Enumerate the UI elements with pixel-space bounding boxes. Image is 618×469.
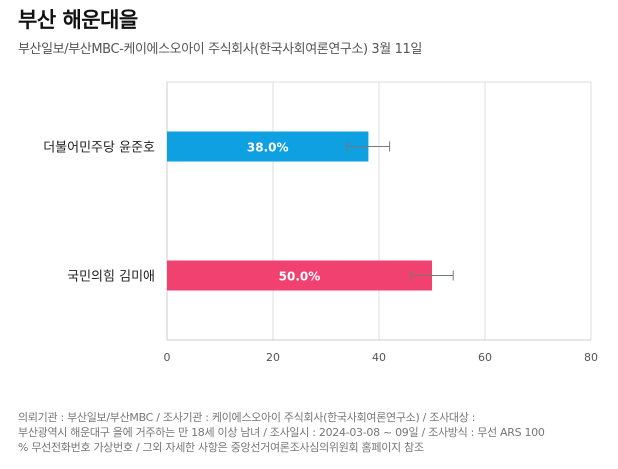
data-label: 50.0% [279,270,321,284]
x-tick-label: 0 [164,351,171,364]
chart-title: 부산 해운대을 [18,8,138,32]
x-tick-label: 40 [372,351,386,364]
footnote-line: 부산광역시 해운대구 을에 거주하는 만 18세 이상 남녀 / 조사일시 : … [18,426,545,439]
data-label: 38.0% [247,141,289,155]
bar [167,131,369,162]
x-tick-label: 20 [266,351,280,364]
y-category-label: 국민의힘 김미애 [67,270,155,285]
x-tick-label: 80 [584,351,598,364]
bar [167,260,432,291]
survey-footnote: 의뢰기관 : 부산일보/부산MBC / 조사기관 : 케이에스오아이 주식회사(… [18,410,608,455]
x-tick-label: 60 [478,351,492,364]
bar-chart: 0 20 40 60 80 더불어민주당 윤준호 38.0% 국민의힘 김미애 50.0% [43,81,598,364]
footnote-line: % 무선전화번호 가상번호 / 그외 자세한 사항은 중앙선거여론조사심의위원회… [18,441,424,454]
footnote-line: 의뢰기관 : 부산일보/부산MBC / 조사기관 : 케이에스오아이 주식회사(… [18,411,476,424]
y-category-label: 더불어민주당 윤준호 [43,141,155,156]
chart-subtitle: 부산일보/부산MBC-케이에스오아이 주식회사(한국사회여론연구소) 3월 11… [18,42,422,57]
